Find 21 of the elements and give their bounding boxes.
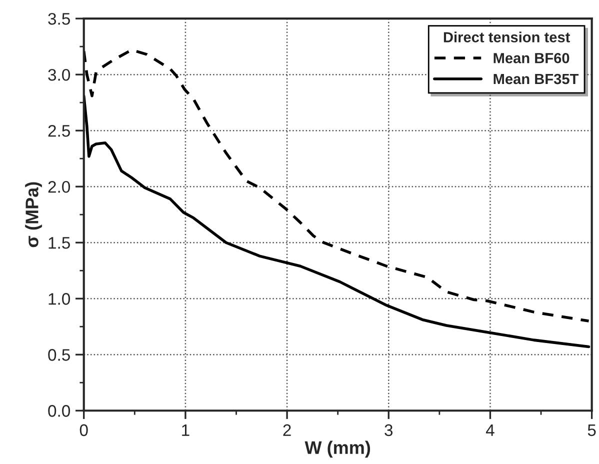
y-tick-label: 1.5 bbox=[48, 237, 70, 249]
x-tick-label: 5 bbox=[588, 424, 596, 436]
legend-label: Mean BF60 bbox=[494, 52, 570, 64]
y-axis-title: σ (MPa) bbox=[25, 182, 42, 248]
x-tick-label: 2 bbox=[283, 424, 291, 436]
y-tick-label: 3.5 bbox=[48, 12, 70, 25]
y-tick-label: 1.0 bbox=[48, 293, 70, 305]
y-tick-label: 0.0 bbox=[48, 405, 70, 417]
legend-title: Direct tension test bbox=[444, 32, 570, 42]
x-tick-label: 1 bbox=[182, 424, 190, 436]
y-tick-label: 2.0 bbox=[48, 180, 70, 193]
line-series bbox=[84, 94, 590, 348]
y-tick-label: 0.5 bbox=[48, 349, 70, 361]
x-tick-label: 3 bbox=[384, 424, 393, 436]
line-series bbox=[84, 48, 590, 322]
x-axis-title: W (mm) bbox=[304, 440, 370, 458]
legend-label: Mean BF35T bbox=[494, 74, 579, 84]
y-tick-label: 3.0 bbox=[48, 68, 70, 81]
y-tick-label: 2.5 bbox=[48, 124, 70, 137]
x-tick-label: 0 bbox=[80, 424, 88, 436]
x-tick-label: 4 bbox=[486, 424, 494, 436]
